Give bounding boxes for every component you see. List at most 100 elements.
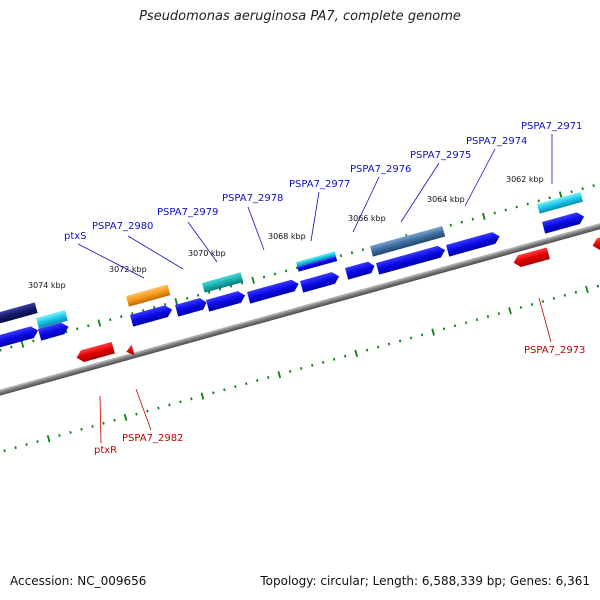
minor-tick (234, 385, 237, 389)
major-tick (354, 349, 359, 358)
minor-tick (190, 397, 193, 401)
gene-ptxS[interactable] (0, 302, 38, 324)
minor-tick (113, 418, 116, 422)
gene-cyan-3[interactable] (537, 191, 584, 214)
minor-tick (135, 412, 138, 416)
minor-tick (87, 324, 90, 328)
minor-tick (453, 324, 457, 328)
gene-label-PSPA7_2980[interactable]: PSPA7_2980 (92, 221, 153, 232)
minor-tick (541, 299, 545, 303)
gene-arrow-9[interactable] (376, 244, 447, 275)
minor-tick (120, 315, 123, 319)
gene-teal[interactable] (202, 272, 244, 293)
minor-tick (596, 284, 600, 288)
gene-arrow-2[interactable] (38, 321, 70, 341)
minor-tick (574, 290, 578, 294)
minor-tick (300, 366, 303, 370)
minor-tick (32, 339, 35, 343)
minor-tick (471, 217, 474, 221)
minor-tick (223, 388, 226, 392)
gene-arrow-10[interactable] (446, 231, 501, 257)
minor-tick (552, 296, 556, 300)
gene-arrow-1[interactable] (0, 325, 40, 348)
gene-label-ptxR[interactable]: ptxR (94, 445, 117, 456)
minor-tick (3, 449, 6, 453)
minor-tick (460, 220, 463, 224)
major-tick (97, 319, 102, 327)
minor-tick (179, 400, 182, 404)
gene-arrow-4[interactable] (175, 297, 208, 317)
minor-tick (592, 184, 595, 188)
major-tick (431, 328, 435, 336)
minor-tick (245, 382, 248, 386)
gene-label-PSPA7_2975[interactable]: PSPA7_2975 (410, 150, 471, 161)
minor-tick (548, 196, 551, 200)
gene-label-PSPA7_2979[interactable]: PSPA7_2979 (157, 207, 218, 218)
gene-cyan-1[interactable] (36, 309, 68, 329)
minor-tick (519, 306, 523, 309)
minor-tick (530, 302, 534, 306)
major-tick (46, 435, 51, 443)
gene-label-PSPA7_2976[interactable]: PSPA7_2976 (350, 164, 411, 175)
minor-tick (267, 376, 270, 379)
minor-tick (36, 440, 39, 443)
minor-tick (289, 370, 292, 373)
minor-tick (69, 430, 72, 434)
minor-tick (10, 345, 13, 349)
gene-label-PSPA7_2977[interactable]: PSPA7_2977 (289, 179, 350, 190)
gene-red-edge[interactable] (591, 234, 600, 252)
genome-info-label: Topology: circular; Length: 6,588,339 bp… (260, 574, 590, 588)
minor-tick (387, 342, 391, 346)
gene-cyan-2[interactable] (296, 251, 338, 272)
gene-steel[interactable] (370, 225, 446, 257)
gene-arrow-3[interactable] (130, 304, 174, 327)
minor-tick (486, 315, 490, 319)
minor-tick (311, 363, 314, 367)
minor-tick (537, 199, 540, 203)
gene-label-PSPA7_2974[interactable]: PSPA7_2974 (466, 136, 527, 147)
minor-tick (526, 202, 529, 206)
genome-backbone (0, 193, 600, 419)
minor-tick (146, 409, 149, 413)
major-tick (508, 307, 512, 315)
minor-tick (256, 379, 259, 383)
gene-PSPA7_2982[interactable] (125, 345, 135, 357)
minor-tick (398, 339, 402, 343)
minor-tick (493, 211, 496, 215)
major-tick (277, 371, 282, 379)
gene-ptxR[interactable] (75, 341, 115, 364)
minor-tick (273, 272, 277, 276)
minor-tick (212, 391, 215, 395)
minor-tick (163, 302, 167, 306)
major-tick (558, 191, 563, 199)
major-tick (20, 340, 25, 348)
kbp-label: 3070 kbp (188, 249, 226, 258)
gene-label-PSPA7_2971[interactable]: PSPA7_2971 (521, 121, 582, 132)
gene-orange[interactable] (125, 284, 171, 307)
minor-tick (80, 427, 83, 431)
gene-arrow-11[interactable] (542, 211, 586, 234)
gene-arrow-6[interactable] (247, 278, 300, 304)
minor-tick (109, 318, 112, 322)
gene-arrow-8[interactable] (345, 260, 376, 280)
minor-tick (409, 336, 413, 340)
minor-tick (332, 357, 336, 361)
minor-tick (91, 424, 94, 428)
gene-arrow-7[interactable] (300, 271, 341, 293)
minor-tick (563, 293, 567, 297)
gene-label-PSPA7_2982[interactable]: PSPA7_2982 (122, 433, 183, 444)
gene-PSPA7_2973[interactable] (512, 247, 550, 268)
minor-tick (442, 327, 446, 331)
minor-tick (343, 354, 347, 358)
gene-label-PSPA7_2978[interactable]: PSPA7_2978 (222, 193, 283, 204)
major-tick (482, 212, 486, 220)
minor-tick (515, 205, 518, 209)
minor-tick (25, 443, 28, 447)
minor-tick (376, 345, 380, 349)
gene-arrow-5[interactable] (206, 290, 247, 312)
gene-label-PSPA7_2973[interactable]: PSPA7_2973 (524, 345, 585, 356)
kbp-label: 3068 kbp (268, 232, 306, 241)
kbp-label: 3066 kbp (348, 214, 386, 223)
gene-label-ptxS[interactable]: ptxS (64, 231, 87, 242)
